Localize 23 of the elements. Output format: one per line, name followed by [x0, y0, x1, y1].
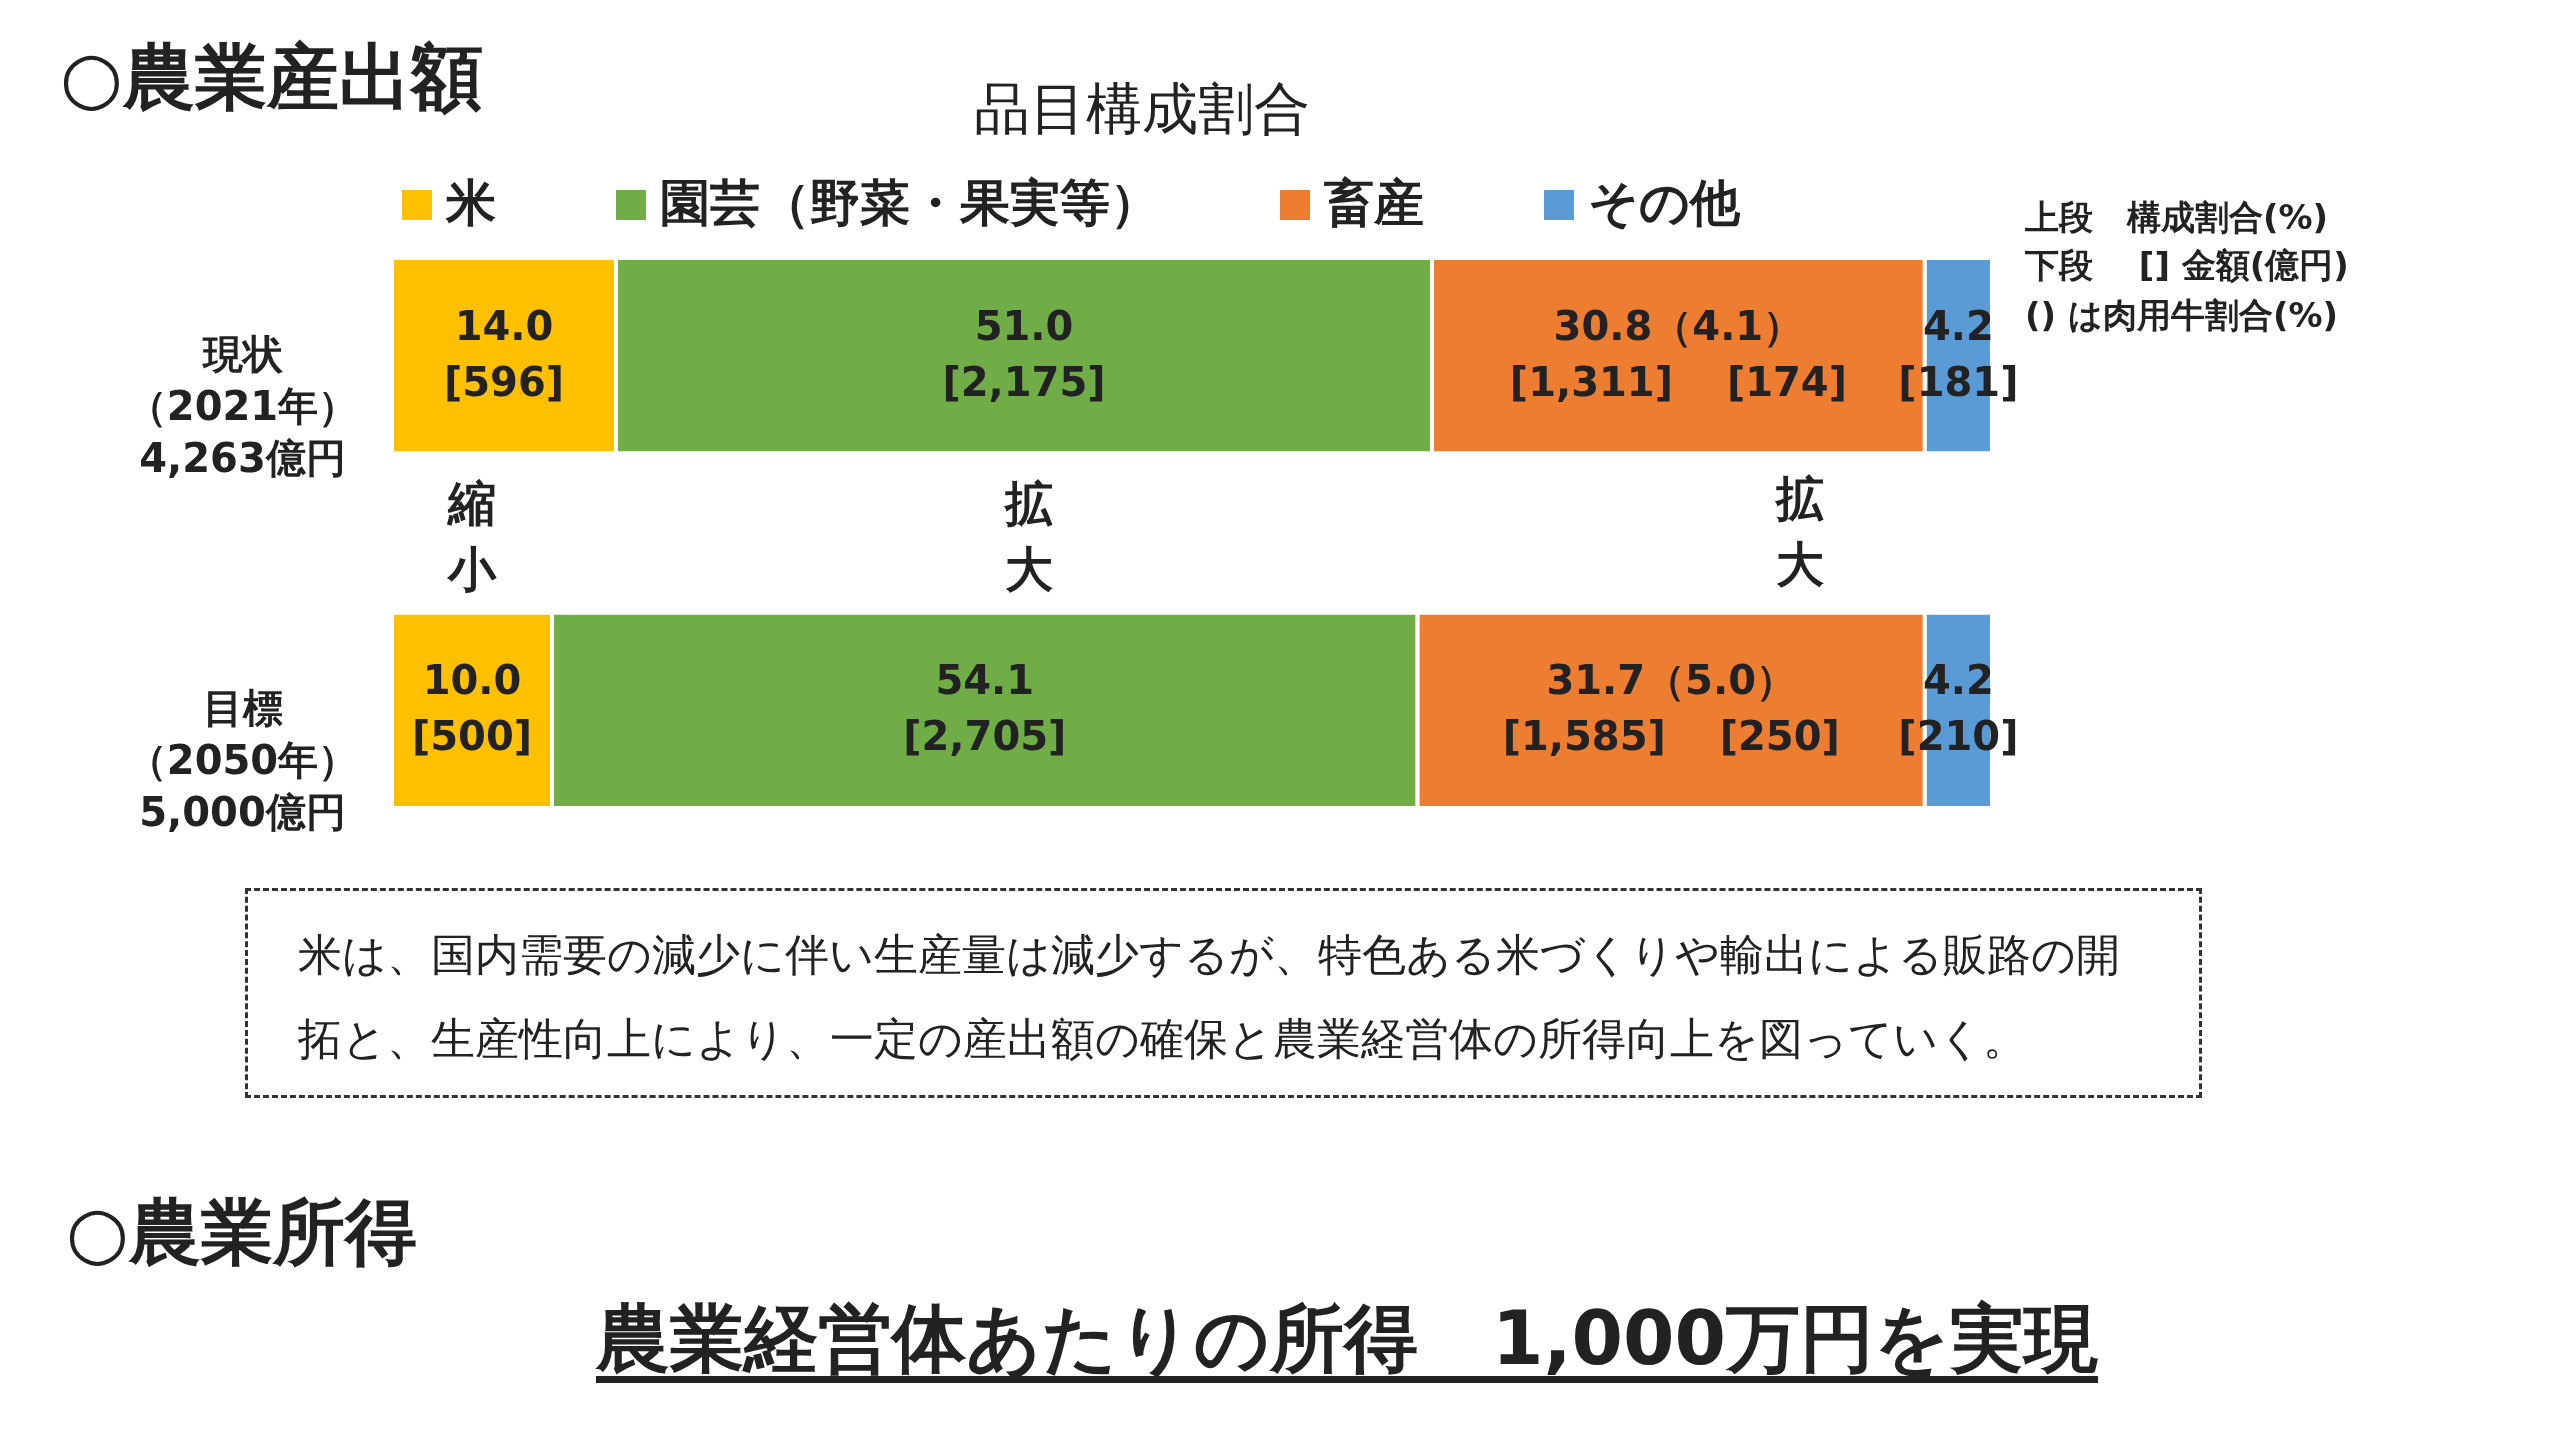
text: 下段 [] 金額(億円) — [2025, 244, 2349, 287]
data-label: 10.0 [500] — [411, 657, 533, 760]
text: ○農業所得 — [66, 1189, 417, 1276]
data-label: 14.0 [596] — [443, 302, 565, 405]
annotation: 縮小 — [448, 474, 498, 599]
legend-label: その他 — [1588, 174, 1741, 232]
data-label: 54.1 [2,705] — [903, 657, 1067, 760]
text: ○農業産出額 — [60, 34, 483, 121]
data-label: 31.7（5.0） [1,585] [250] — [1502, 657, 1840, 760]
text: 上段 構成割合(%) — [2025, 196, 2329, 239]
y-tick-label: 目標（2050年）5,000億円 — [126, 685, 359, 836]
legend-label: 米 — [445, 174, 496, 232]
legend-label: 園芸（野菜・果実等） — [660, 174, 1160, 232]
text: () は肉用牛割合(%) — [2025, 294, 2339, 337]
data-label: 30.8（4.1） [1,311] [174] — [1509, 302, 1847, 405]
annotation: 米は、国内需要の減少に伴い生産量は減少するが、特色ある米づくりや輸出による販路の開拓と、生産性向上により、一定の産出額の確保と農業経営体の所得向上を図っていく。 — [245, 888, 2202, 1098]
data-label: 51.0 [2,175] — [942, 302, 1106, 405]
y-tick-label: 現状（2021年）4,263億円 — [126, 330, 359, 481]
annotation: 拡大 — [1776, 469, 1825, 594]
text: 農業経営体あたりの所得 1,000万円を実現 — [596, 1294, 2099, 1383]
legend-label: 畜産 — [1324, 174, 1424, 232]
annotation: 拡大 — [1005, 474, 1054, 599]
chart-title: 品目構成割合 — [974, 76, 1310, 141]
